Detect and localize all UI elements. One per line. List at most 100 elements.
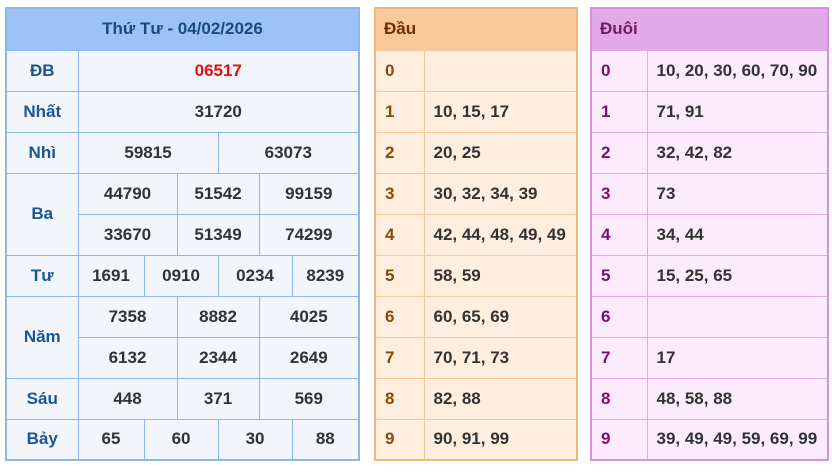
duoi-numbers: 34, 44	[646, 213, 829, 256]
prize-number: 63073	[217, 131, 360, 174]
prize-number: 8882	[176, 295, 260, 338]
prize-number: 8239	[291, 254, 360, 297]
dau-numbers: 70, 71, 73	[423, 336, 578, 379]
dau-header: Đầu	[375, 8, 424, 50]
dau-digit: 7	[374, 336, 425, 379]
prize-label: ĐB	[5, 49, 79, 92]
duoi-numbers: 48, 58, 88	[646, 377, 829, 420]
prize-number: 6132	[77, 336, 178, 379]
prize-label: Bảy	[5, 418, 79, 461]
prize-number: 33670	[77, 213, 178, 256]
dau-numbers: 42, 44, 48, 49, 49	[423, 213, 578, 256]
duoi-numbers: 32, 42, 82	[646, 131, 829, 174]
duoi-row: 1 71, 91	[590, 90, 829, 133]
row-sau: Sáu 448 371 569	[5, 377, 360, 420]
prize-label: Năm	[5, 295, 79, 379]
dau-numbers: 60, 65, 69	[423, 295, 578, 338]
duoi-numbers: 15, 25, 65	[646, 254, 829, 297]
duoi-row: 3 73	[590, 172, 829, 215]
dau-row: 5 58, 59	[374, 254, 578, 297]
prize-number: 31720	[77, 90, 360, 133]
dau-digit: 1	[374, 90, 425, 133]
row-ba-2: 33670 51349 74299	[6, 213, 360, 256]
dau-row: 6 60, 65, 69	[374, 295, 578, 338]
duoi-row: 8 48, 58, 88	[590, 377, 829, 420]
prize-number: 0234	[217, 254, 293, 297]
duoi-header: Đuôi	[591, 8, 647, 50]
duoi-numbers	[646, 295, 829, 338]
dau-digit: 3	[374, 172, 425, 215]
prize-number: 1691	[77, 254, 145, 297]
dau-digit: 6	[374, 295, 425, 338]
prize-number: 0910	[143, 254, 219, 297]
dau-numbers: 30, 32, 34, 39	[423, 172, 578, 215]
duoi-digit: 1	[590, 90, 648, 133]
prize-label: Tư	[5, 254, 79, 297]
dau-digit: 4	[374, 213, 425, 256]
duoi-digit: 6	[590, 295, 648, 338]
prize-number: 88	[291, 418, 360, 461]
duoi-row: 4 34, 44	[590, 213, 829, 256]
dau-row: 4 42, 44, 48, 49, 49	[374, 213, 578, 256]
dau-digit: 0	[374, 49, 425, 92]
prize-number: 06517	[77, 49, 360, 92]
dau-digit: 9	[374, 418, 425, 461]
dau-row: 7 70, 71, 73	[374, 336, 578, 379]
duoi-numbers: 39, 49, 49, 59, 69, 99	[646, 418, 829, 461]
prize-number: 51542	[176, 172, 260, 215]
dau-row: 1 10, 15, 17	[374, 90, 578, 133]
duoi-digit: 0	[590, 49, 648, 92]
row-bay: Bảy 65 60 30 88	[5, 418, 360, 461]
dau-numbers	[423, 49, 578, 92]
duoi-row: 7 17	[590, 336, 829, 379]
prize-number: 65	[77, 418, 145, 461]
prize-number: 60	[143, 418, 219, 461]
duoi-row: 6	[590, 295, 829, 338]
prize-number: 7358	[77, 295, 178, 338]
dau-numbers: 90, 91, 99	[423, 418, 578, 461]
duoi-digit: 8	[590, 377, 648, 420]
row-ba: Ba 44790 51542 99159	[5, 172, 360, 256]
row-db: ĐB 06517	[5, 49, 360, 92]
duoi-digit: 7	[590, 336, 648, 379]
prize-number: 44790	[77, 172, 178, 215]
dau-row: 9 90, 91, 99	[374, 418, 578, 461]
prize-number: 51349	[176, 213, 260, 256]
prize-number: 2649	[258, 336, 360, 379]
results-table: Thứ Tư - 04/02/2026 ĐB 06517 Nhất 31720 Nh…	[5, 7, 360, 461]
dau-numbers: 58, 59	[423, 254, 578, 297]
duoi-numbers: 71, 91	[646, 90, 829, 133]
prize-label: Nhì	[5, 131, 79, 174]
dau-numbers: 10, 15, 17	[423, 90, 578, 133]
prize-number: 371	[176, 377, 260, 420]
prize-number: 448	[77, 377, 178, 420]
dau-digit: 2	[374, 131, 425, 174]
duoi-digit: 5	[590, 254, 648, 297]
dau-row: 8 82, 88	[374, 377, 578, 420]
results-title: Thứ Tư - 04/02/2026	[6, 8, 359, 50]
prize-label: Sáu	[5, 377, 79, 420]
duoi-row: 5 15, 25, 65	[590, 254, 829, 297]
prize-number: 74299	[258, 213, 360, 256]
dau-numbers: 82, 88	[423, 377, 578, 420]
row-nam-2: 6132 2344 2649	[6, 336, 360, 379]
duoi-row: 0 10, 20, 30, 60, 70, 90	[590, 49, 829, 92]
duoi-numbers: 73	[646, 172, 829, 215]
row-tu: Tư 1691 0910 0234 8239	[5, 254, 360, 297]
prize-number: 99159	[258, 172, 360, 215]
prize-number: 569	[258, 377, 360, 420]
duoi-digit: 9	[590, 418, 648, 461]
duoi-digit: 2	[590, 131, 648, 174]
prize-label: Nhất	[5, 90, 79, 133]
row-nhi: Nhì 59815 63073	[5, 131, 360, 174]
prize-number: 30	[217, 418, 293, 461]
dau-numbers: 20, 25	[423, 131, 578, 174]
duoi-digit: 4	[590, 213, 648, 256]
prize-number: 59815	[77, 131, 219, 174]
dau-row: 0	[374, 49, 578, 92]
row-nhat: Nhất 31720	[5, 90, 360, 133]
dau-row: 2 20, 25	[374, 131, 578, 174]
prize-number: 4025	[258, 295, 360, 338]
duoi-numbers: 10, 20, 30, 60, 70, 90	[646, 49, 829, 92]
duoi-digit: 3	[590, 172, 648, 215]
